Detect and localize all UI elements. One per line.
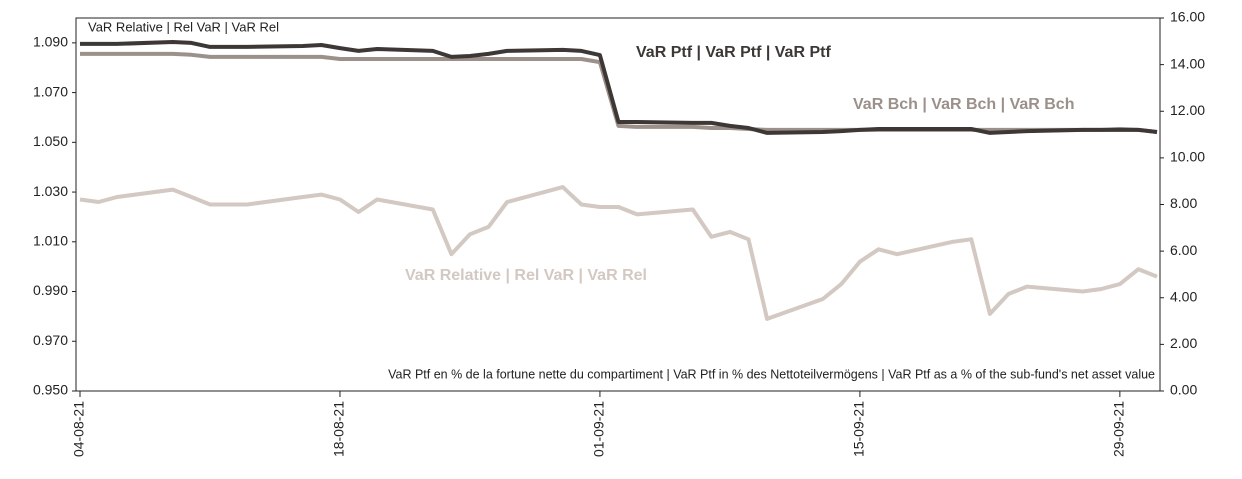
y2-tick-label: 10.00 [1170,149,1205,165]
y2-tick-label: 8.00 [1170,195,1197,211]
y-tick-label: 0.970 [33,332,68,348]
y2-tick-label: 12.00 [1170,102,1205,118]
y-tick-label: 1.050 [33,133,68,149]
y2-tick-label: 0.00 [1170,382,1197,398]
series-label: VaR Ptf | VaR Ptf | VaR Ptf [636,44,831,61]
series-line [80,51,1158,134]
series-label: VaR Bch | VaR Bch | VaR Bch [853,96,1074,113]
y2-tick-label: 6.00 [1170,242,1197,258]
series-line [80,40,1158,135]
y2-tick-label: 4.00 [1170,288,1197,304]
annotation: VaR Ptf en % de la fortune nette du comp… [388,367,1155,381]
y-tick-label: 1.030 [33,183,68,199]
y2-tick-label: 14.00 [1170,55,1205,71]
y-tick-label: 0.950 [33,382,68,398]
x-tick-label: 18-08-21 [331,401,347,457]
y2-tick-label: 2.00 [1170,335,1197,351]
y-tick-label: 0.990 [33,282,68,298]
x-tick-label: 04-08-21 [71,401,87,457]
series-label: VaR Relative | Rel VaR | VaR Rel [405,267,647,284]
series-line [79,185,1158,321]
y-tick-label: 1.070 [33,83,68,99]
y2-tick-label: 16.00 [1170,9,1205,25]
y-axis-label: VaR Relative | Rel VaR | VaR Rel [88,19,279,34]
y-tick-label: 1.010 [33,233,68,249]
x-tick-label: 15-09-21 [851,401,867,457]
x-tick-label: 01-09-21 [591,401,607,457]
x-tick-label: 29-09-21 [1111,401,1127,457]
y-tick-label: 1.090 [33,34,68,50]
